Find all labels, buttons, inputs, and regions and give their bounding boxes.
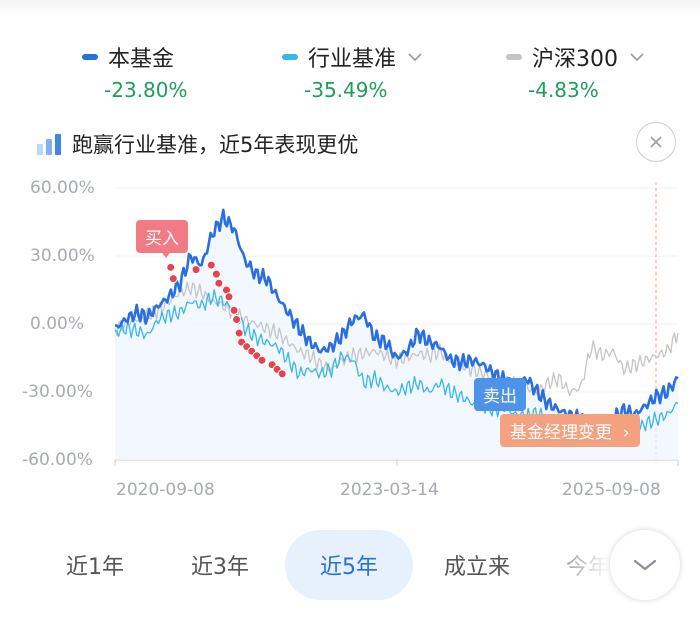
buy-point [277,369,287,379]
legend-item-csi300[interactable]: 沪深300 -4.83% [506,40,700,102]
manager-change-label: 基金经理变更 [510,423,612,443]
tab-3y[interactable]: 近3年 [191,555,249,580]
legend-name: 沪深300 [532,47,618,72]
sell-marker-tag[interactable]: 卖出 [474,378,526,411]
y-tick-label: 30.00% [30,246,95,266]
manager-change-tag[interactable]: 基金经理变更 › [500,414,640,447]
legend-value: -4.83% [528,78,599,102]
legend-value: -23.80% [104,78,188,102]
y-tick-label: 60.00% [30,178,95,198]
x-tick-label: 2023-03-14 [340,480,439,500]
buy-point [257,355,267,365]
series-line-2 [114,281,679,397]
period-tabs: 近1年 近3年 近5年 成立来 今年 [0,530,700,600]
buy-point [191,265,201,275]
x-tick-label: 2020-09-08 [116,480,215,500]
tab-since-inception[interactable]: 成立来 [443,555,510,580]
bar-chart-icon [37,134,61,155]
performance-chart[interactable] [0,170,700,510]
performance-hint: 跑赢行业基准，近5年表现更优 [36,122,676,162]
y-tick-label: 0.00% [30,314,85,334]
chevron-down-icon [633,559,657,571]
expand-button[interactable] [610,530,680,600]
csi300-line-swatch [506,54,522,60]
tab-5y[interactable]: 近5年 [285,530,413,600]
buy-point [224,292,234,302]
buy-point [229,305,239,315]
chevron-down-icon[interactable] [628,48,646,66]
fund-line-swatch [82,54,98,60]
legend-name: 本基金 [108,47,175,72]
top-edge [0,0,700,14]
chart-canvas [114,182,679,466]
tabs-fade [530,530,610,600]
tab-1y[interactable]: 近1年 [66,555,124,580]
hint-text: 跑赢行业基准，近5年表现更优 [72,133,359,157]
legend-value: -35.49% [304,78,388,102]
buy-marker-tag[interactable]: 买入 [136,220,188,253]
legend-name: 行业基准 [308,47,397,72]
buy-point [214,278,224,288]
buy-point [234,328,244,338]
buy-point [211,269,221,279]
x-tick-label: 2025-09-08 [562,480,661,500]
buy-point [166,262,176,272]
buy-point [232,314,242,324]
buy-point [168,274,178,284]
legend-item-industry[interactable]: 行业基准 -35.49% [282,40,482,102]
industry-line-swatch [282,54,298,60]
legend: 本基金 -23.80% 行业基准 -35.49% 沪深300 -4.83% [0,40,700,120]
close-button[interactable] [636,122,676,162]
y-tick-label: -30.00% [22,382,93,402]
buy-point [206,260,216,270]
chevron-right-icon: › [617,423,630,443]
y-tick-label: -60.00% [22,450,93,470]
legend-item-fund[interactable]: 本基金 -23.80% [82,40,282,102]
close-icon [650,136,662,148]
chevron-down-icon[interactable] [406,48,424,66]
